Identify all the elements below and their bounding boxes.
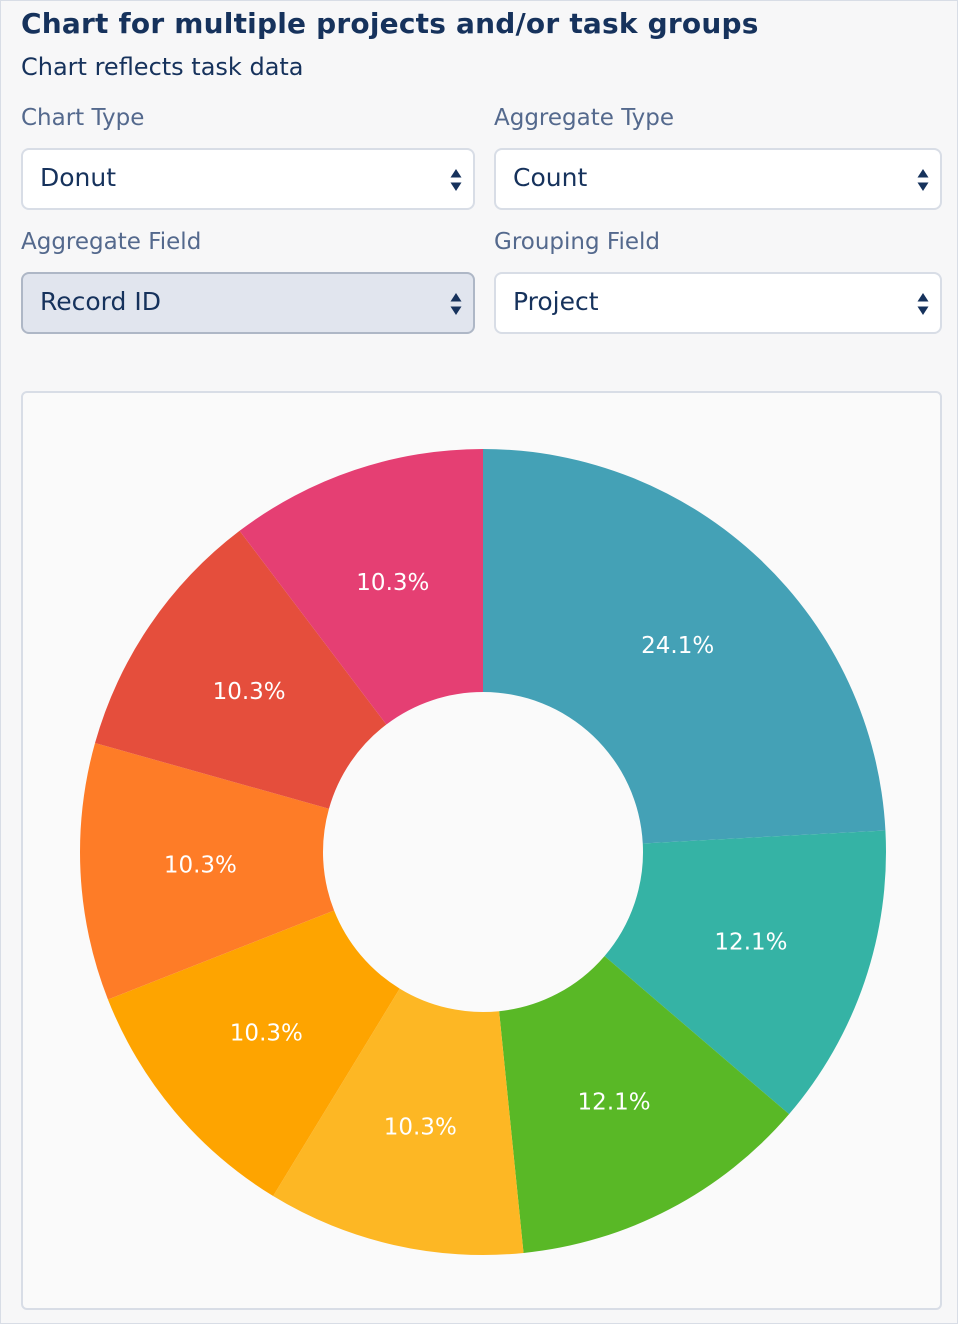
up-down-caret-icon [917,169,929,191]
donut-slice[interactable] [604,830,886,1115]
grouping-field-value: Project [513,287,599,316]
chart-type-select[interactable]: Donut [21,148,475,210]
chart-card: 24.1% 12.1% 12.1% 10.3% 10.3% 10.3% 10.3% 10.3% [21,391,942,1310]
slice-percent-label: 10.3% [384,1114,457,1140]
donut-slice[interactable] [499,956,790,1253]
up-down-caret-icon [917,293,929,315]
aggregate-type-value: Count [513,163,588,192]
page-title: Chart for multiple projects and/or task … [21,7,759,40]
donut-slice[interactable] [273,988,524,1255]
aggregate-type-label: Aggregate Type [494,105,675,131]
slice-percent-label: 10.3% [356,570,429,596]
up-down-caret-icon [450,169,462,191]
slice-percent-label: 12.1% [578,1089,651,1115]
slice-percent-label: 10.3% [213,679,286,705]
slice-percent-label: 24.1% [641,633,714,659]
chart-type-value: Donut [40,163,117,192]
grouping-field-select[interactable]: Project [494,272,942,334]
chart-type-label: Chart Type [21,105,145,131]
aggregate-type-select[interactable]: Count [494,148,942,210]
donut-slice[interactable] [107,910,400,1197]
up-down-caret-icon [450,293,462,315]
donut-chart: 24.1% 12.1% 12.1% 10.3% 10.3% 10.3% 10.3% 10.3% [79,449,886,1255]
slice-percent-label: 10.3% [164,853,237,879]
grouping-field-label: Grouping Field [494,229,660,255]
donut-slice[interactable] [79,743,335,1000]
slice-percent-label: 10.3% [230,1021,303,1047]
slice-percent-label: 12.1% [714,930,787,956]
aggregate-field-label: Aggregate Field [21,229,202,255]
donut-slice[interactable] [239,449,483,725]
donut-slice[interactable] [483,449,886,844]
donut-slice[interactable] [95,530,387,809]
aggregate-field-select[interactable]: Record ID [21,272,475,334]
aggregate-field-value: Record ID [40,287,161,316]
page-subtitle: Chart reflects task data [21,53,304,81]
